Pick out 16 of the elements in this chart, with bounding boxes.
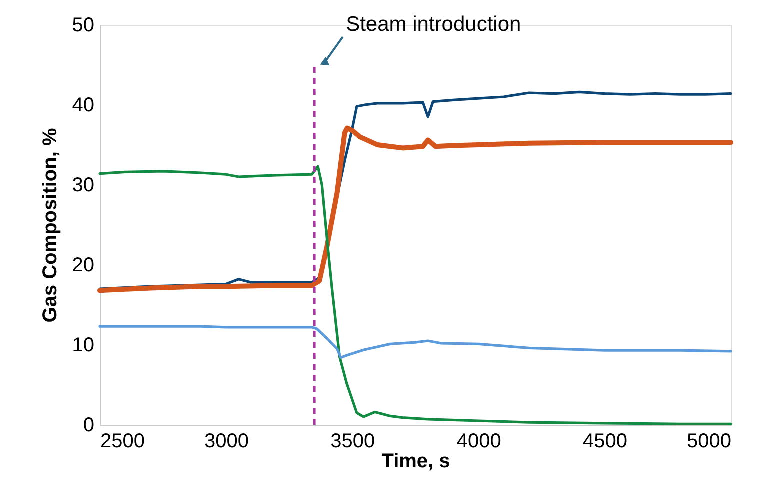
- y-tick-label: 30: [72, 174, 94, 196]
- y-axis-title: Gas Composition, %: [39, 128, 62, 323]
- x-tick-label: 2500: [100, 430, 145, 452]
- x-axis-title: Time, s: [382, 450, 450, 472]
- x-tick-label: 3500: [330, 430, 376, 452]
- line-series: [98, 325, 732, 360]
- x-tick-label: 3000: [204, 430, 249, 452]
- ref-line-label: Steam introduction: [346, 13, 522, 36]
- y-tick-label: 10: [72, 334, 94, 356]
- y-tick-label: 40: [72, 94, 94, 116]
- y-tick-label: 50: [72, 14, 94, 36]
- x-tick-label: 5000: [687, 430, 732, 452]
- y-tick-label: 0: [83, 414, 94, 436]
- x-tick-label: 4500: [583, 430, 628, 452]
- y-tick-label: 20: [72, 254, 94, 276]
- x-tick-label: 4000: [456, 430, 502, 452]
